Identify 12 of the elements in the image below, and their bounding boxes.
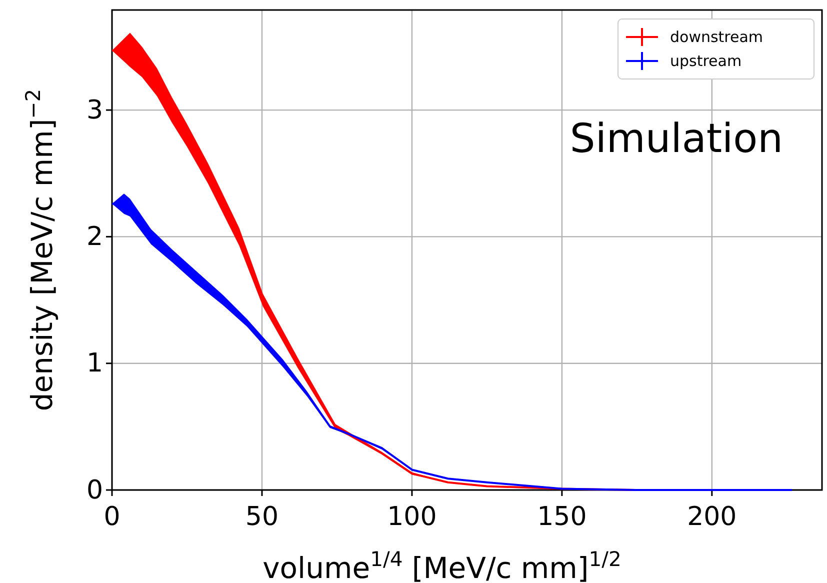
x-tick-label: 150: [537, 502, 587, 532]
annotation: Simulation: [570, 116, 783, 162]
legend-label: upstream: [670, 52, 742, 70]
y-tick-label: 1: [86, 348, 103, 379]
x-tick-label: 200: [687, 502, 737, 532]
y-tick-label: 3: [86, 95, 103, 126]
x-tick-label: 100: [387, 502, 437, 532]
x-axis-title: volume$^{1/4}$ [MeV/c mm]$^{1/2}$: [262, 547, 622, 583]
legend-label: downstream: [670, 28, 764, 46]
y-tick-label: 0: [86, 475, 103, 506]
x-tick-label: 50: [245, 502, 279, 532]
y-tick-label: 2: [86, 222, 103, 252]
